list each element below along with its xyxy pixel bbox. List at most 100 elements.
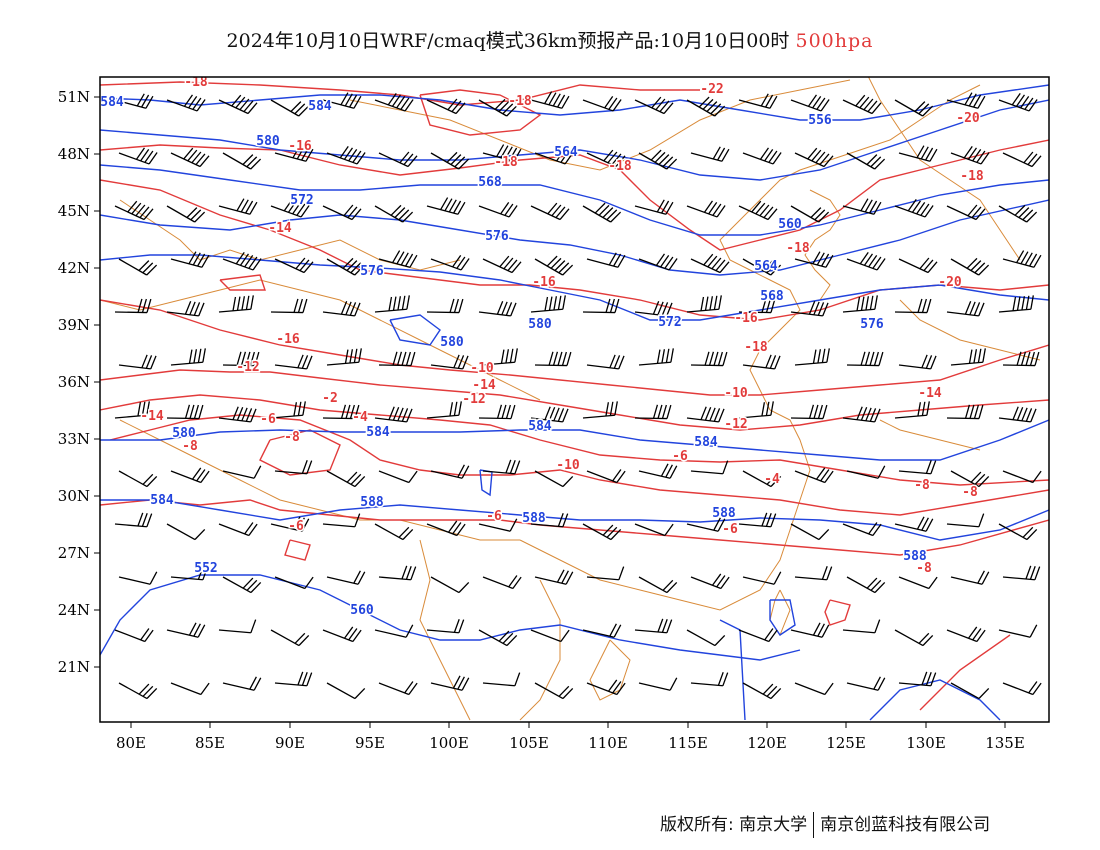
height-label: 580 — [256, 134, 280, 149]
wind-barb — [738, 298, 776, 314]
wind-barb — [586, 566, 625, 581]
wind-barb — [166, 94, 206, 112]
wind-barb — [218, 619, 257, 634]
wind-barb — [374, 204, 414, 223]
wind-barb — [998, 624, 1038, 638]
wind-barb — [582, 298, 620, 314]
temperature-label: -16 — [276, 332, 300, 347]
y-tick-label: 45N — [58, 202, 90, 220]
coastline — [719, 169, 801, 411]
temperature-label: -12 — [462, 392, 485, 407]
height-contour — [479, 469, 493, 497]
wind-barb — [686, 629, 726, 647]
y-tick-label: 27N — [58, 544, 90, 562]
wind-barb — [950, 570, 990, 585]
temperature-label: -6 — [288, 519, 304, 534]
temperature-label: -8 — [182, 439, 198, 454]
wind-barb — [482, 459, 521, 475]
wind-barb — [322, 626, 362, 643]
wind-barb — [170, 467, 210, 484]
wind-barb — [738, 628, 778, 643]
wind-barb — [482, 575, 522, 590]
temperature-label: -14 — [472, 378, 496, 393]
footer-right: 南京创蓝科技有限公司 — [820, 815, 991, 835]
wind-barb — [998, 406, 1037, 423]
wind-barb — [222, 351, 260, 367]
wind-barb — [322, 92, 362, 109]
wind-barb — [114, 298, 152, 314]
wind-barb — [1002, 250, 1042, 268]
wind-barb — [686, 295, 722, 313]
coastline — [100, 279, 541, 401]
wind-barb — [222, 251, 262, 271]
wind-barb — [950, 682, 990, 700]
wind-barb — [742, 354, 781, 370]
wind-barb — [114, 512, 153, 528]
temperature-label: -6 — [260, 412, 276, 427]
x-tick-label: 90E — [275, 734, 305, 752]
temperature-label: -18 — [508, 94, 532, 109]
wind-barb — [634, 523, 674, 537]
wind-barb — [894, 401, 930, 419]
temperature-label: -10 — [724, 386, 748, 401]
wind-barb — [946, 513, 985, 528]
wind-barb — [998, 204, 1038, 223]
height-contour — [769, 599, 796, 636]
wind-barb — [634, 301, 673, 317]
coastline — [867, 77, 1021, 261]
footer-left: 版权所有: 南京大学 — [660, 815, 808, 835]
temperature-label: -12 — [236, 360, 259, 375]
height-label: 584 — [100, 95, 124, 110]
height-contour — [100, 199, 1049, 276]
wind-barb — [842, 94, 882, 115]
chart-title: 2024年10月10日WRF/cmaq模式36km预报产品:10月10日00时 … — [0, 26, 1100, 53]
y-tick-label: 51N — [58, 88, 90, 106]
wind-barb — [638, 576, 678, 594]
x-tick-label: 105E — [509, 734, 549, 752]
wind-barb — [846, 251, 886, 271]
wind-barb — [790, 404, 828, 420]
wind-barb — [690, 573, 730, 590]
wind-barb — [898, 576, 938, 590]
wind-barb — [950, 470, 990, 488]
wind-barb — [530, 295, 566, 313]
wind-barb — [166, 205, 206, 223]
wind-barb — [998, 523, 1038, 541]
wind-barb — [426, 401, 462, 419]
wind-barb — [274, 671, 313, 687]
wind-barb — [534, 682, 574, 700]
temperature-label: -16 — [734, 311, 758, 326]
wind-barb — [946, 92, 986, 109]
wind-barb — [634, 404, 672, 420]
wind-barb — [270, 401, 306, 419]
wind-barb — [946, 404, 984, 420]
wind-barb — [478, 518, 518, 532]
wind-barb — [114, 628, 154, 643]
coastline — [519, 579, 561, 721]
temperature-label: -18 — [494, 155, 518, 170]
axis-ticks: 80E 85E 90E 95E 100E 105E 110E 115E 120E 125E 130E… — [58, 88, 1025, 752]
wind-barb — [170, 147, 210, 168]
temperature-label: -8 — [962, 485, 978, 500]
wind-barb — [378, 681, 418, 696]
wind-barb — [582, 96, 622, 112]
wind-barb — [738, 401, 774, 419]
wind-barb — [222, 152, 262, 170]
height-label: 588 — [903, 549, 927, 564]
wind-barb — [114, 93, 154, 109]
coastline — [769, 589, 791, 637]
height-label: 552 — [194, 561, 217, 576]
temperature-label: -14 — [268, 221, 292, 236]
wind-barb — [586, 679, 626, 696]
y-tick-label: 24N — [58, 601, 90, 619]
wind-barb — [270, 629, 310, 647]
footer-divider — [813, 812, 815, 838]
wind-barb — [270, 99, 310, 117]
wind-barb — [946, 204, 986, 221]
height-label: 564 — [554, 145, 578, 160]
map-frame — [99, 76, 1050, 723]
wind-barb — [482, 255, 522, 274]
wind-barbs — [114, 91, 1042, 700]
temperature-label: -6 — [486, 509, 502, 524]
wind-barb — [794, 348, 830, 366]
